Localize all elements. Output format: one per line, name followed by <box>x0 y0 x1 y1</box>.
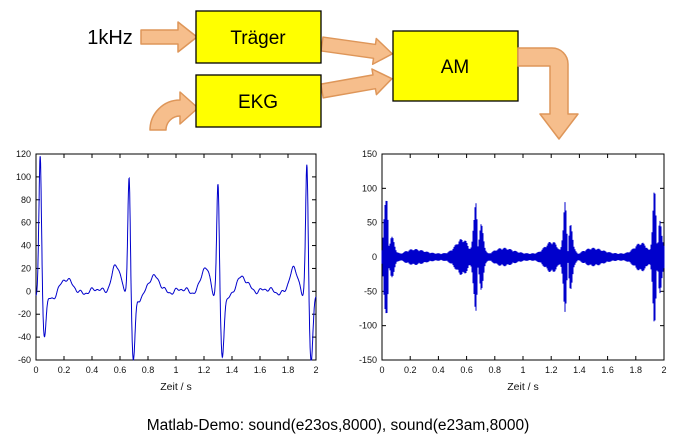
y-tick-label: 40 <box>21 241 31 251</box>
x-tick-label: 0.4 <box>86 365 99 375</box>
block-ekg-label: EKG <box>238 92 278 113</box>
x-tick-label: 1.8 <box>282 365 295 375</box>
arrow-ekg-to-am-icon <box>320 68 393 99</box>
block-diagram: 1kHz Träger EKG AM <box>87 10 579 140</box>
x-tick-label: 2 <box>661 365 666 375</box>
arrow-am-output-icon <box>517 47 579 140</box>
x-tick-label: 0.4 <box>432 365 445 375</box>
y-tick-label: -50 <box>364 286 377 296</box>
block-traeger-label: Träger <box>230 28 286 49</box>
y-tick-label: 100 <box>362 183 377 193</box>
x-tick-label: 1 <box>173 365 178 375</box>
y-tick-label: 60 <box>21 218 31 228</box>
y-tick-label: 150 <box>362 149 377 159</box>
y-tick-label: -60 <box>18 355 31 365</box>
x-tick-label: 0.8 <box>489 365 502 375</box>
x-tick-label: 1 <box>520 365 525 375</box>
x-tick-label: 0.8 <box>142 365 155 375</box>
ekg-trace <box>35 156 317 361</box>
y-tick-label: 20 <box>21 263 31 273</box>
x-tick-label: 1.8 <box>630 365 643 375</box>
y-tick-label: -150 <box>359 355 377 365</box>
input-frequency-label: 1kHz <box>87 27 133 49</box>
am-trace <box>381 192 665 322</box>
x-axis-label: Zeit / s <box>160 381 192 393</box>
arrow-1khz-to-traeger-icon <box>140 21 198 53</box>
block-ekg: EKG <box>195 74 322 128</box>
matlab-demo-caption: Matlab-Demo: sound(e23os,8000), sound(e2… <box>146 417 530 434</box>
y-tick-label: 80 <box>21 195 31 205</box>
arrow-ekg-input-icon <box>149 91 199 131</box>
x-tick-label: 1.2 <box>545 365 558 375</box>
plot-frame <box>35 153 317 361</box>
ekg-chart-panel: 0 0.2 0.4 0.6 0.8 1 1.2 1.4 1.6 1.8 2 -60 -40 -20 0 20 4… <box>6 148 324 403</box>
x-tick-label: 1.4 <box>226 365 239 375</box>
x-tick-label: 0.6 <box>114 365 127 375</box>
block-am: AM <box>392 30 519 102</box>
block-am-label: AM <box>441 57 470 78</box>
x-tick-label: 1.2 <box>198 365 211 375</box>
y-tick-label: -100 <box>359 321 377 331</box>
y-tick-label: 50 <box>367 218 377 228</box>
x-tick-label: 0.6 <box>460 365 473 375</box>
x-tick-label: 1.6 <box>601 365 614 375</box>
y-tick-label: 0 <box>372 252 377 262</box>
x-tick-label: 0.2 <box>58 365 71 375</box>
y-tick-label: 120 <box>16 149 31 159</box>
y-tick-label: -20 <box>18 309 31 319</box>
am-chart: 0 0.2 0.4 0.6 0.8 1 1.2 1.4 1.6 1.8 2 -150 -100 -50 0 5… <box>359 149 667 393</box>
ekg-chart: 0 0.2 0.4 0.6 0.8 1 1.2 1.4 1.6 1.8 2 -60 -40 -20 0 20 4… <box>16 149 319 393</box>
x-tick-label: 2 <box>313 365 318 375</box>
arrow-traeger-to-am-icon <box>320 36 394 65</box>
y-tick-label: -40 <box>18 332 31 342</box>
x-tick-label: 0 <box>33 365 38 375</box>
x-tick-label: 1.4 <box>573 365 586 375</box>
x-axis-label: Zeit / s <box>507 381 539 393</box>
x-tick-label: 0.2 <box>404 365 417 375</box>
x-tick-label: 1.6 <box>254 365 267 375</box>
block-traeger: Träger <box>195 10 322 64</box>
y-tick-label: 0 <box>26 286 31 296</box>
am-chart-panel: 0 0.2 0.4 0.6 0.8 1 1.2 1.4 1.6 1.8 2 -150 -100 -50 0 5… <box>352 148 672 403</box>
y-tick-label: 100 <box>16 172 31 182</box>
x-tick-label: 0 <box>379 365 384 375</box>
